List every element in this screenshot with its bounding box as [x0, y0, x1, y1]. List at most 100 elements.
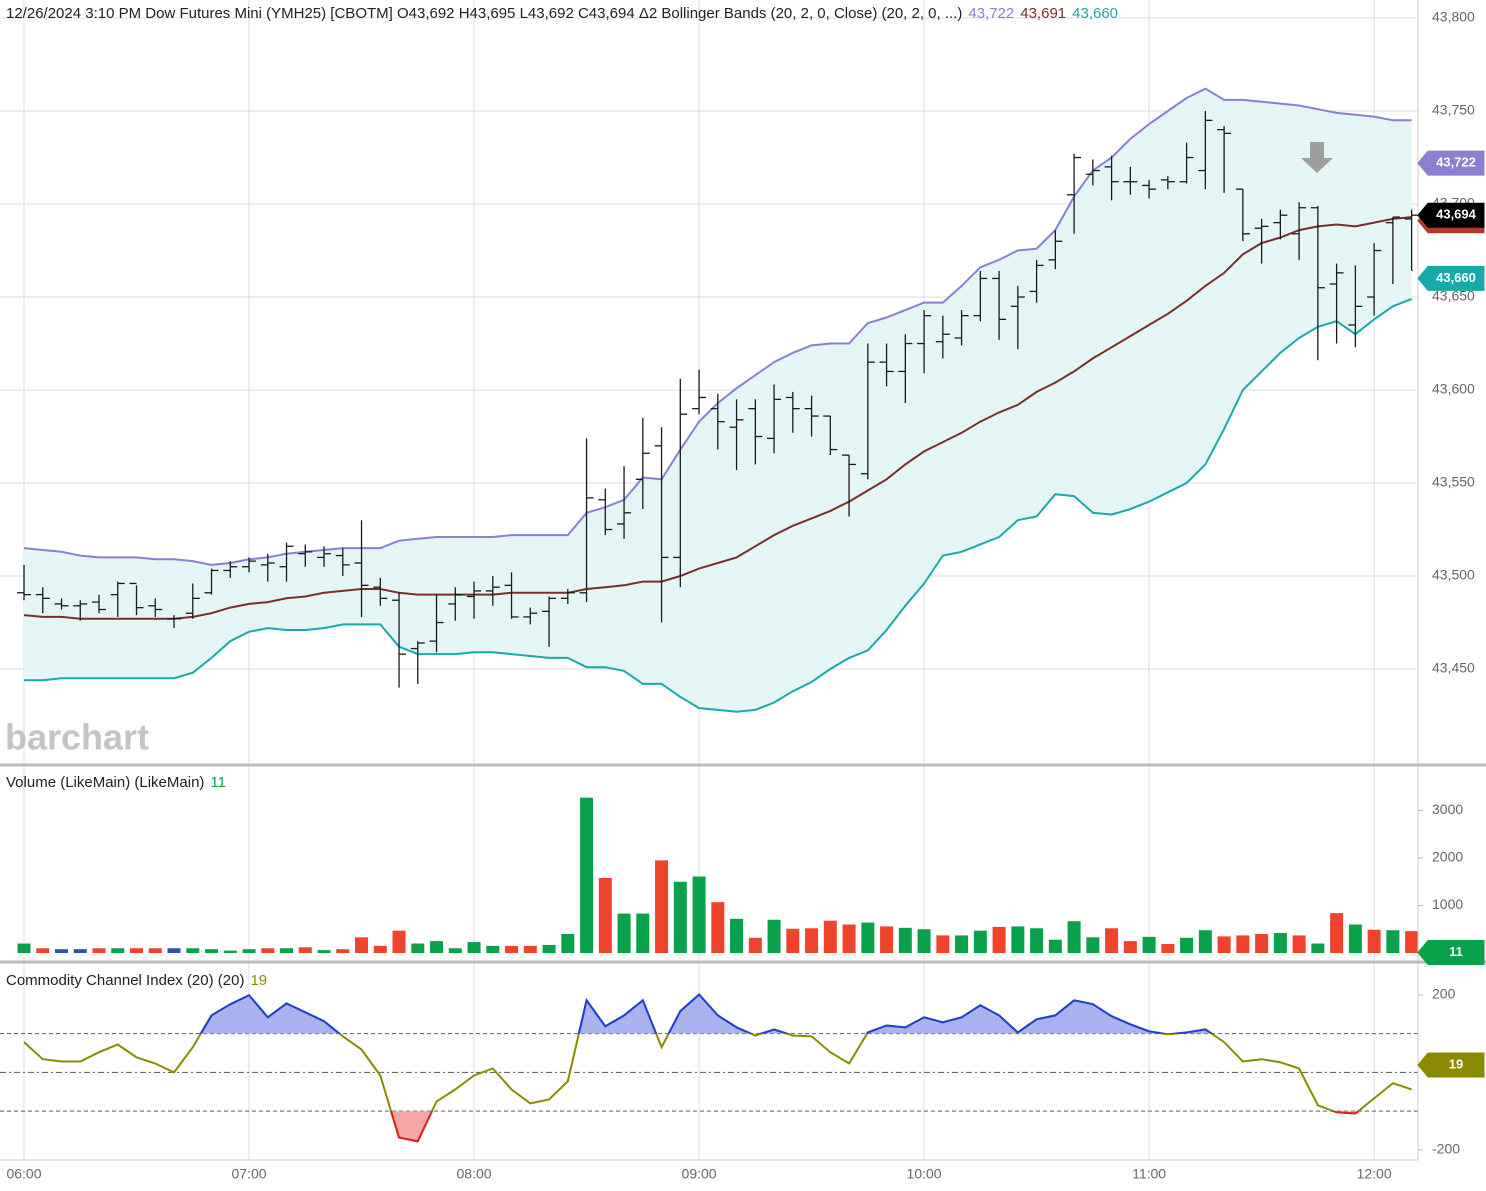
volume-bar — [1161, 943, 1175, 953]
band-line — [23, 216, 1412, 620]
volume-bar — [242, 949, 256, 953]
y-tick-label: 43,800 — [1432, 9, 1475, 25]
volume-bar — [448, 948, 462, 953]
chart-title: 12/26/2024 3:10 PM Dow Futures Mini (YMH… — [6, 5, 1118, 22]
volume-bar — [1217, 936, 1231, 953]
volume-bar — [1330, 913, 1344, 953]
volume-bar — [861, 922, 875, 953]
title-text: Commodity Channel Index (20) (20) — [6, 972, 244, 989]
y-tick-label: 3000 — [1432, 801, 1463, 817]
panel-title: Commodity Channel Index (20) (20) 19 — [6, 972, 267, 989]
x-tick-label: 09:00 — [682, 1166, 717, 1182]
value-flag-label: 43,694 — [1436, 207, 1477, 222]
title-value: 11 — [210, 774, 226, 791]
volume-bar — [1348, 924, 1362, 953]
volume-bar — [898, 927, 912, 953]
volume-bar — [223, 950, 237, 953]
value-flag-label: 19 — [1449, 1056, 1463, 1071]
volume-bar — [1142, 936, 1156, 953]
volume-bar — [992, 926, 1006, 953]
volume-bar — [1273, 933, 1287, 953]
y-tick-label: -200 — [1432, 1141, 1460, 1157]
x-tick-label: 07:00 — [231, 1166, 266, 1182]
volume-bar — [692, 876, 706, 953]
volume-bar — [936, 935, 950, 953]
signal-arrow — [1301, 142, 1333, 173]
value-flag-label: 43,660 — [1436, 270, 1476, 285]
volume-bar — [1011, 926, 1025, 953]
volume-bar — [523, 945, 537, 953]
volume-bar — [467, 942, 481, 953]
volume-bar — [430, 941, 444, 953]
volume-bar — [598, 877, 612, 953]
band-line — [24, 297, 1412, 713]
cci-line-over — [199, 993, 1214, 1034]
volume-bar — [542, 944, 556, 953]
y-tick-label: 1000 — [1432, 896, 1463, 912]
volume-bar — [1086, 937, 1100, 953]
volume-bar — [55, 949, 69, 953]
volume-bar — [130, 948, 144, 953]
y-tick-label: 43,450 — [1432, 660, 1475, 676]
volume-bar — [1123, 941, 1137, 953]
volume-bar — [730, 918, 744, 953]
volume-bar — [823, 920, 837, 953]
volume-bar — [880, 926, 894, 953]
volume-bar — [392, 930, 406, 953]
volume-bar — [1386, 930, 1400, 953]
volume-bar — [842, 924, 856, 953]
volume-bar — [1255, 934, 1269, 953]
y-tick-label: 43,500 — [1432, 567, 1475, 583]
band-fill — [24, 88, 1412, 712]
overbought-fill — [200, 994, 1212, 1034]
value-flag — [1417, 939, 1485, 965]
value-flag — [1417, 202, 1485, 228]
volume-bar — [355, 937, 369, 953]
x-tick-label: 10:00 — [907, 1166, 942, 1182]
volume-bar — [1405, 931, 1419, 953]
title-text: 12/26/2024 3:10 PM Dow Futures Mini (YMH… — [6, 5, 962, 22]
volume-bar — [261, 948, 275, 953]
y-tick-label: 200 — [1432, 986, 1456, 1002]
volume-bar — [1048, 939, 1062, 953]
volume-bar — [336, 949, 350, 953]
value-flag-label: 11 — [1449, 944, 1463, 959]
y-tick-label: 43,750 — [1432, 102, 1475, 118]
volume-bar — [655, 860, 669, 953]
x-tick-label: 12:00 — [1357, 1166, 1392, 1182]
volume-bar — [111, 948, 125, 953]
panel-title: Volume (LikeMain) (LikeMain) 11 — [6, 774, 226, 791]
volume-bar — [73, 949, 87, 953]
volume-bar — [92, 948, 106, 953]
volume-bar — [617, 913, 631, 953]
volume-bar — [280, 948, 294, 953]
x-tick-label: 11:00 — [1132, 1166, 1166, 1182]
volume-bar — [411, 943, 425, 953]
volume-bar — [148, 948, 162, 953]
volume-bar — [17, 943, 31, 953]
watermark: barchart — [5, 717, 149, 758]
volume-bar — [955, 935, 969, 953]
x-tick-label: 06:00 — [6, 1166, 41, 1182]
volume-bar — [205, 949, 219, 953]
volume-bar — [505, 945, 519, 953]
title-value: 43,691 — [1020, 5, 1066, 22]
volume-bar — [711, 902, 725, 953]
volume-bar — [167, 948, 181, 953]
volume-bar — [1311, 943, 1325, 953]
volume-bar — [973, 930, 987, 953]
volume-bar — [767, 919, 781, 953]
volume-bar — [36, 948, 50, 953]
value-flag — [1417, 265, 1485, 291]
volume-bar — [673, 881, 687, 953]
volume-bar — [805, 928, 819, 953]
volume-bar — [1105, 928, 1119, 953]
y-tick-label: 43,600 — [1432, 381, 1475, 397]
title-value: 43,722 — [968, 5, 1014, 22]
volume-bar — [298, 947, 312, 953]
volume-bar — [486, 945, 500, 953]
volume-bar — [1030, 928, 1044, 953]
volume-bar — [561, 934, 575, 953]
volume-bar — [917, 929, 931, 953]
